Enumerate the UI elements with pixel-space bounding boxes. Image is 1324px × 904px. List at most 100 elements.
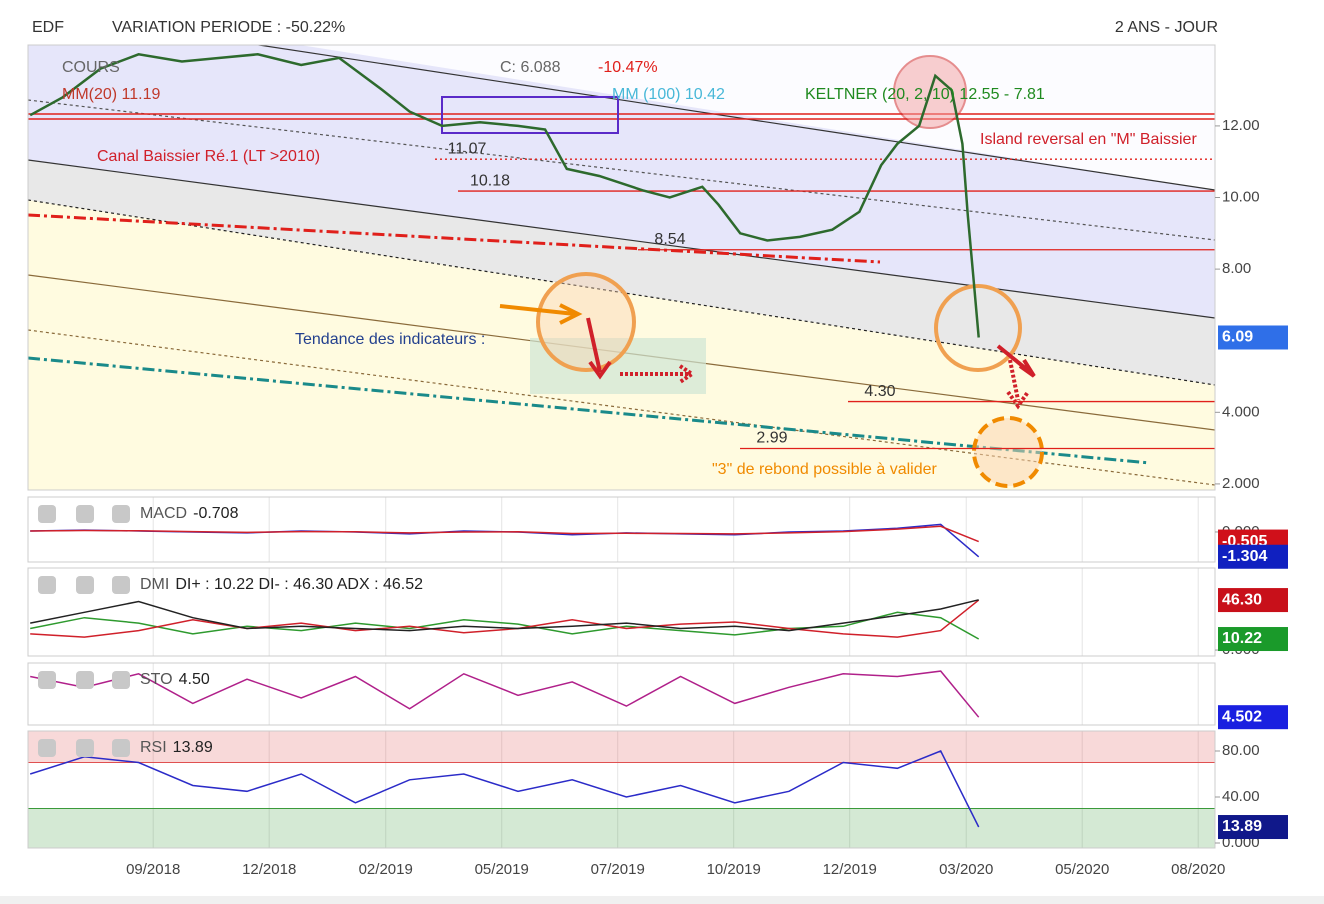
gray-zone <box>28 160 1215 385</box>
panel <box>28 45 1215 490</box>
variation: VARIATION PERIODE : -50.22% <box>112 19 345 36</box>
x-tick-label: 02/2019 <box>359 861 413 878</box>
level-label: 11.07 <box>448 140 487 157</box>
legend-item: C: 6.088 <box>500 59 561 76</box>
panel-frame <box>27 44 1216 491</box>
series-line <box>29 750 980 828</box>
arrow <box>620 364 696 384</box>
x-tick-label: 12/2018 <box>242 861 296 878</box>
value-badge <box>1218 588 1288 613</box>
panel-frame <box>27 662 1216 726</box>
badge-label: 4.502 <box>1222 708 1262 725</box>
legend-item: KELTNER (20, 2, 10) 12.55 - 7.81 <box>805 86 1045 103</box>
level-label: 10.18 <box>470 172 510 189</box>
panel-icon <box>112 671 130 689</box>
panel-frame <box>27 567 1216 657</box>
level-label: 8.54 <box>654 231 685 248</box>
value-badge <box>1218 325 1288 350</box>
badge-label: 10.22 <box>1222 630 1262 647</box>
panel-icon <box>76 739 94 757</box>
legend-item: MM (100) 10.42 <box>612 86 725 103</box>
annotation: Canal Baissier Ré.1 (LT >2010) <box>97 148 320 165</box>
support-line <box>28 356 1151 465</box>
panel-icon <box>76 576 94 594</box>
annotation: Tendance des indicateurs : <box>295 331 485 348</box>
red-trend <box>28 213 881 264</box>
panel-icon <box>112 576 130 594</box>
value-badge <box>1218 627 1288 652</box>
arrow <box>1006 359 1030 410</box>
symbol: EDF <box>32 19 64 36</box>
panel <box>30 599 980 640</box>
legend-title: COURS <box>62 59 120 76</box>
indicator-box <box>530 338 706 394</box>
x-tick-label: 08/2020 <box>1171 861 1225 878</box>
value-badge <box>1218 544 1288 569</box>
badge-label: 13.89 <box>1222 818 1262 835</box>
panel-icon <box>112 505 130 523</box>
x-tick-label: 03/2020 <box>939 861 993 878</box>
panel-title: MACD <box>140 505 187 522</box>
arrow <box>499 303 583 325</box>
badge-label: -1.304 <box>1222 548 1267 565</box>
x-tick-label: 05/2019 <box>475 861 529 878</box>
panel-frame <box>27 496 1216 563</box>
panel-icon <box>76 505 94 523</box>
y-tick-label: 80.00 <box>1222 742 1260 759</box>
x-tick-label: 10/2019 <box>707 861 761 878</box>
panel-legend: DI+ : 10.22 DI- : 46.30 ADX : 46.52 <box>175 576 423 593</box>
series-line <box>30 599 979 632</box>
panel-icon <box>38 671 56 689</box>
panel <box>30 523 980 558</box>
target-circle <box>972 416 1044 488</box>
panel-title: RSI <box>140 739 167 756</box>
annotation: "3" de rebond possible à valider <box>712 461 938 478</box>
x-tick-label: 12/2019 <box>823 861 877 878</box>
target-circle <box>536 272 636 372</box>
period: 2 ANS - JOUR <box>1115 19 1218 36</box>
y-tick-label: 8.00 <box>1222 260 1251 277</box>
x-tick-label: 07/2019 <box>591 861 645 878</box>
y-tick-label: 2.000 <box>1222 475 1260 492</box>
panel-title: STO <box>140 671 173 688</box>
panel-icon <box>38 739 56 757</box>
target-circle <box>934 284 1022 372</box>
panel-legend: 13.89 <box>173 739 213 756</box>
panel <box>28 731 1215 848</box>
panel-title: DMI <box>140 576 169 593</box>
trend-line <box>28 159 1215 319</box>
panel <box>30 670 980 718</box>
y-tick-label: 40.00 <box>1222 788 1260 805</box>
y-tick-label: 12.00 <box>1222 117 1260 134</box>
legend-item: MM(20) 11.19 <box>62 86 161 103</box>
trend-line <box>28 99 1215 241</box>
panel-icon <box>38 505 56 523</box>
value-badge <box>1218 815 1288 840</box>
panel-legend: 4.50 <box>179 671 210 688</box>
series-line <box>30 611 980 640</box>
legend-item: -10.47% <box>598 59 658 76</box>
series-line <box>29 53 980 338</box>
series-line <box>30 670 980 718</box>
x-tick-label: 09/2018 <box>126 861 180 878</box>
trend-line <box>254 45 1215 191</box>
x-tick-label: 05/2020 <box>1055 861 1109 878</box>
badge-label: 46.30 <box>1222 591 1262 608</box>
zone <box>28 731 1215 763</box>
series-line <box>30 525 979 543</box>
footer-strip <box>0 896 1324 904</box>
panel-legend: -0.708 <box>193 505 238 522</box>
panel-frame <box>27 730 1216 849</box>
annotation: Island reversal en "M" Baissier <box>980 131 1197 148</box>
panel-icon <box>76 671 94 689</box>
badge-label: 6.09 <box>1222 329 1253 346</box>
y-tick-label: 4.000 <box>1222 403 1260 420</box>
arrow <box>996 344 1036 378</box>
gap-box <box>441 96 619 134</box>
level-label: 4.30 <box>864 383 895 400</box>
y-tick-label: 10.00 <box>1222 188 1260 205</box>
panel-icon <box>38 576 56 594</box>
value-badge <box>1218 705 1288 730</box>
level-label: 2.99 <box>756 430 787 447</box>
